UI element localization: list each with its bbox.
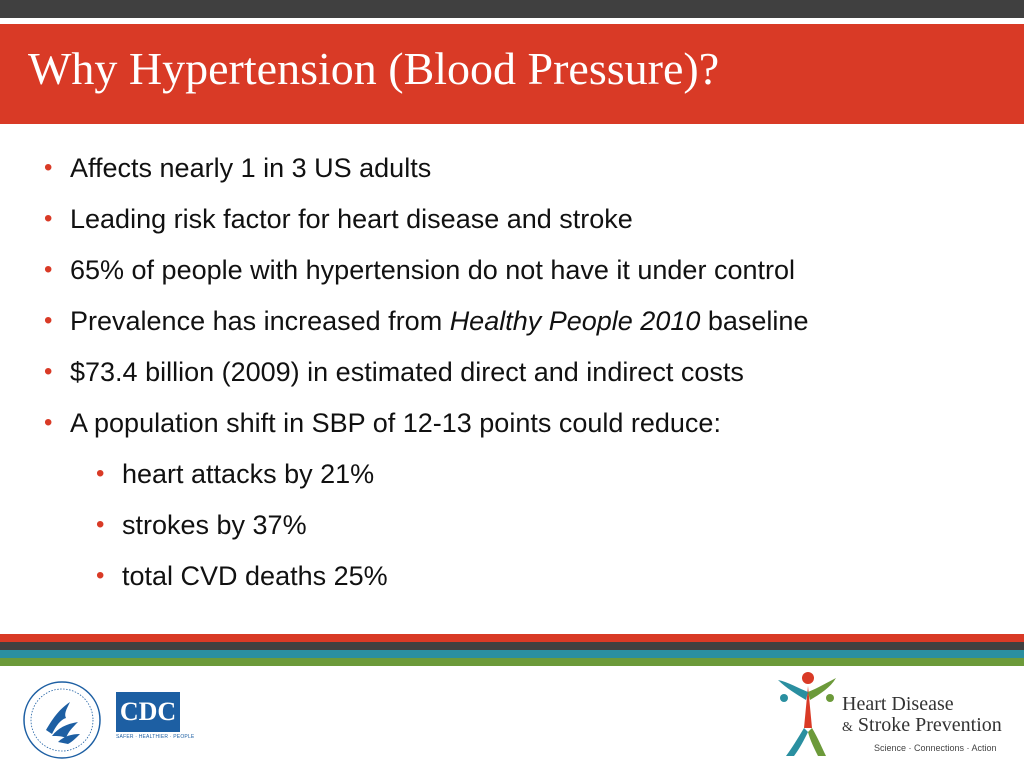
hdsp-tagline: Science · Connections · Action: [874, 743, 1002, 753]
bullet-dot: •: [44, 403, 52, 443]
bullet-dot: •: [44, 148, 52, 188]
sub-bullet-item: • total CVD deaths 25%: [96, 556, 1019, 607]
bullet-item: • $73.4 billion (2009) in estimated dire…: [44, 352, 1019, 403]
healthy-people-italic: Healthy People 2010: [450, 306, 701, 336]
sub-bullet-item: • strokes by 37%: [96, 505, 1019, 556]
bullet-dot: •: [44, 352, 52, 392]
hhs-seal-logo: [22, 680, 102, 765]
cdc-tagline: SAFER · HEALTHIER · PEOPLE: [116, 734, 180, 740]
hhs-eagle-icon: [22, 680, 102, 760]
hdsp-logo-text: Heart Disease & Stroke Prevention Scienc…: [842, 694, 1002, 753]
hdsp-line-2-text: Stroke Prevention: [853, 714, 1002, 736]
cdc-logo-box: CDC: [116, 692, 180, 732]
bullet-text: $73.4 billion (2009) in estimated direct…: [70, 352, 744, 392]
bullet-dot: •: [96, 505, 104, 545]
sub-bullet-text: heart attacks by 21%: [122, 454, 374, 494]
bullet-item: • 65% of people with hypertension do not…: [44, 250, 1019, 301]
bullet-text: 65% of people with hypertension do not h…: [70, 250, 795, 290]
bullet-list: • Affects nearly 1 in 3 US adults • Lead…: [44, 148, 1019, 607]
bullet-item: • Leading risk factor for heart disease …: [44, 199, 1019, 250]
footer-stripes: [0, 634, 1024, 666]
sub-bullet-item: • heart attacks by 21%: [96, 454, 1019, 505]
bullet-text: Prevalence has increased from Healthy Pe…: [70, 301, 808, 341]
top-dark-bar: [0, 0, 1024, 18]
stripe-teal: [0, 650, 1024, 658]
hdsp-logo-figure: [768, 668, 840, 763]
stripe-gray: [0, 642, 1024, 650]
bullet-text-after: baseline: [700, 306, 808, 336]
bullet-item: • Affects nearly 1 in 3 US adults: [44, 148, 1019, 199]
sub-bullet-text: strokes by 37%: [122, 505, 307, 545]
slide-title: Why Hypertension (Blood Pressure)?: [28, 42, 719, 95]
bullet-dot: •: [96, 556, 104, 596]
bullet-text-before: Prevalence has increased from: [70, 306, 450, 336]
stripe-red: [0, 634, 1024, 642]
hdsp-line-1: Heart Disease: [842, 694, 1002, 714]
hdsp-line-2: & Stroke Prevention: [842, 714, 1002, 739]
sub-bullet-text: total CVD deaths 25%: [122, 556, 388, 596]
cdc-logo: CDC SAFER · HEALTHIER · PEOPLE: [116, 692, 180, 740]
bullet-dot: •: [96, 454, 104, 494]
title-band: Why Hypertension (Blood Pressure)?: [0, 24, 1024, 124]
stripe-green: [0, 658, 1024, 666]
hdsp-ampersand: &: [842, 720, 853, 735]
bullet-text: A population shift in SBP of 12-13 point…: [70, 403, 721, 443]
bullet-item: • A population shift in SBP of 12-13 poi…: [44, 403, 1019, 454]
bullet-dot: •: [44, 301, 52, 341]
bullet-dot: •: [44, 250, 52, 290]
bullet-dot: •: [44, 199, 52, 239]
bullet-text: Affects nearly 1 in 3 US adults: [70, 148, 431, 188]
people-figures-icon: [768, 668, 840, 758]
bullet-text: Leading risk factor for heart disease an…: [70, 199, 633, 239]
bullet-item: • Prevalence has increased from Healthy …: [44, 301, 1019, 352]
